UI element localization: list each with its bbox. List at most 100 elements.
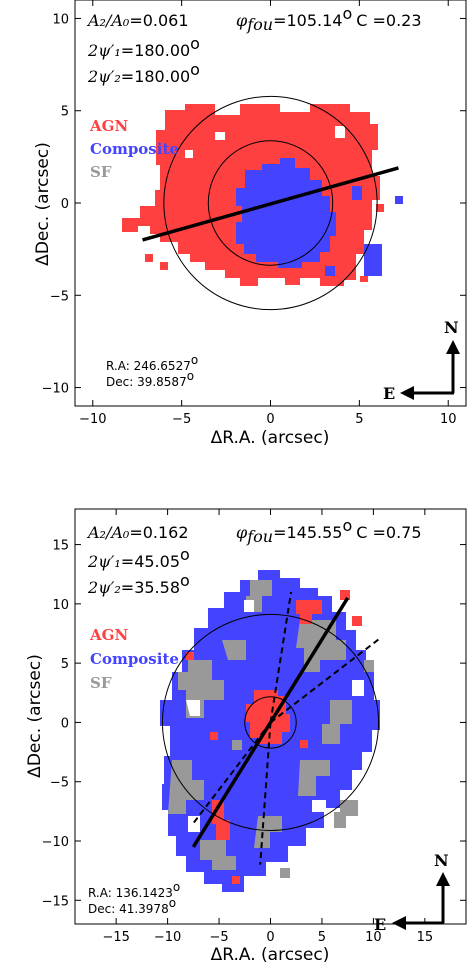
x-tick-label: 10 — [440, 412, 457, 427]
legend-composite: Composite — [90, 140, 179, 158]
svg-text:2ψ′₁=45.05o: 2ψ′₁=45.05o — [87, 545, 190, 571]
gap — [215, 132, 225, 140]
axis-ticks: −15 −10 −5 0 5 10 15 −15 −10 −5 0 5 10 15 — [42, 509, 466, 945]
x-tick-label: 0 — [266, 930, 274, 945]
legend-agn: AGN — [89, 117, 128, 135]
sf-region — [200, 840, 236, 870]
x-tick-label: −10 — [154, 930, 181, 945]
svg-text:2ψ′₁=180.00o: 2ψ′₁=180.00o — [87, 34, 200, 60]
y-tick-label: 10 — [52, 598, 69, 613]
aperture-circle — [161, 613, 380, 831]
psi2-label: 2ψ′₂ — [87, 67, 121, 86]
svg-text:A₂/A₀=0.162: A₂/A₀=0.162 — [86, 523, 189, 542]
psi1-value: =180.00 — [121, 41, 190, 60]
agn-speck — [210, 732, 218, 740]
stats-annotation: A₂/A₀=0.162 φfou=145.55o C =0.75 2ψ′₁=45.… — [86, 516, 422, 597]
north-label: N — [434, 851, 449, 870]
a-ratio-label: A₂/A₀ — [86, 523, 130, 542]
sf-region — [298, 760, 330, 796]
composite-patch — [352, 186, 362, 200]
gap — [185, 150, 193, 158]
agn-speck — [376, 204, 384, 212]
x-tick-label: −10 — [79, 412, 106, 427]
legend-sf: SF — [90, 674, 112, 692]
gap — [244, 600, 254, 612]
panel-1: −10 −5 0 5 10 −10 −5 0 5 10 A₂/A₀=0.061 φfou=105.… — [33, 0, 467, 448]
psi2-value: =180.00 — [121, 67, 190, 86]
x-tick-label: 0 — [266, 412, 274, 427]
x-tick-label: −5 — [209, 930, 228, 945]
psi1-value: =45.05 — [121, 552, 180, 571]
sf-region — [254, 816, 282, 848]
a-ratio-value: =0.061 — [129, 11, 188, 30]
overlay-lines — [142, 95, 399, 311]
gap — [186, 700, 200, 716]
east-label: E — [374, 915, 386, 934]
y-axis-label: ΔDec. (arcsec) — [25, 654, 45, 778]
y-tick-label: −5 — [50, 289, 69, 304]
phi-subscript: fou — [246, 15, 273, 34]
x-tick-label: 5 — [318, 930, 326, 945]
x-axis-label: ΔR.A. (arcsec) — [211, 428, 330, 448]
psi1-label: 2ψ′₁ — [87, 552, 121, 571]
sf-speck — [280, 868, 290, 878]
legend: AGN Composite SF — [89, 626, 179, 692]
psi1-label: 2ψ′₁ — [87, 41, 121, 60]
legend: AGN Composite SF — [89, 117, 179, 181]
legend-sf: SF — [90, 163, 112, 181]
a-ratio-value: =0.162 — [129, 523, 188, 542]
compass: N E — [374, 851, 450, 934]
y-axis-label: ΔDec. (arcsec) — [33, 142, 53, 266]
emission-map — [122, 104, 403, 286]
x-tick-label: −5 — [172, 412, 191, 427]
ra-coordinate: R.A: 136.1423o — [88, 880, 180, 900]
dec-coordinate: Dec: 39.8587o — [106, 369, 194, 389]
agn-speck — [232, 876, 240, 884]
y-tick-label: 5 — [61, 657, 69, 672]
agn-speck — [186, 652, 194, 660]
aperture-circle — [163, 95, 378, 311]
y-tick-label: 15 — [52, 539, 69, 554]
stats-annotation: A₂/A₀=0.061 φfou=105.14o C =0.23 2ψ′₁=180… — [86, 4, 422, 86]
x-tick-label: −15 — [102, 930, 129, 945]
phi-value: =145.55 — [273, 523, 342, 542]
bar-edge-dashed-line — [269, 638, 380, 724]
gap — [335, 126, 345, 138]
phi-value: =105.14 — [273, 11, 342, 30]
agn-speck — [160, 262, 168, 270]
y-tick-label: 0 — [61, 197, 69, 212]
agn-speck — [352, 616, 362, 626]
svg-text:2ψ′₂=35.58o: 2ψ′₂=35.58o — [87, 571, 190, 597]
aperture-circle — [207, 140, 334, 266]
bar-edge-dashed-line — [192, 721, 272, 824]
concentration-value: C =0.75 — [356, 523, 421, 542]
agn-speck — [340, 590, 350, 600]
dec-coordinate: Dec: 41.3978o — [88, 896, 176, 916]
psi2-label: 2ψ′₂ — [87, 578, 121, 597]
y-tick-label: −5 — [50, 776, 69, 791]
a-ratio-label: A₂/A₀ — [86, 11, 130, 30]
aperture-circle — [244, 696, 297, 749]
sf-region — [322, 700, 352, 744]
east-arrow-head — [400, 386, 414, 400]
bar-edge-dashed-line — [269, 591, 293, 723]
north-arrow-head — [436, 872, 450, 886]
sf-speck — [364, 660, 374, 672]
agn-region — [296, 600, 322, 624]
bar-edge-dashed-line — [259, 722, 272, 865]
phi-label: φ — [236, 523, 248, 542]
x-tick-label: 10 — [365, 930, 382, 945]
agn-region — [246, 690, 290, 744]
concentration-value: C =0.23 — [356, 11, 421, 30]
y-tick-label: −10 — [42, 835, 69, 850]
psi2-value: =35.58 — [121, 578, 180, 597]
composite-region — [236, 158, 336, 268]
sf-region — [168, 760, 204, 814]
position-angle-line — [142, 166, 399, 242]
agn-speck — [360, 276, 368, 282]
composite-patch — [364, 244, 382, 276]
overlay-lines — [161, 591, 380, 865]
east-label: E — [383, 384, 395, 403]
x-tick-label: 5 — [355, 412, 363, 427]
